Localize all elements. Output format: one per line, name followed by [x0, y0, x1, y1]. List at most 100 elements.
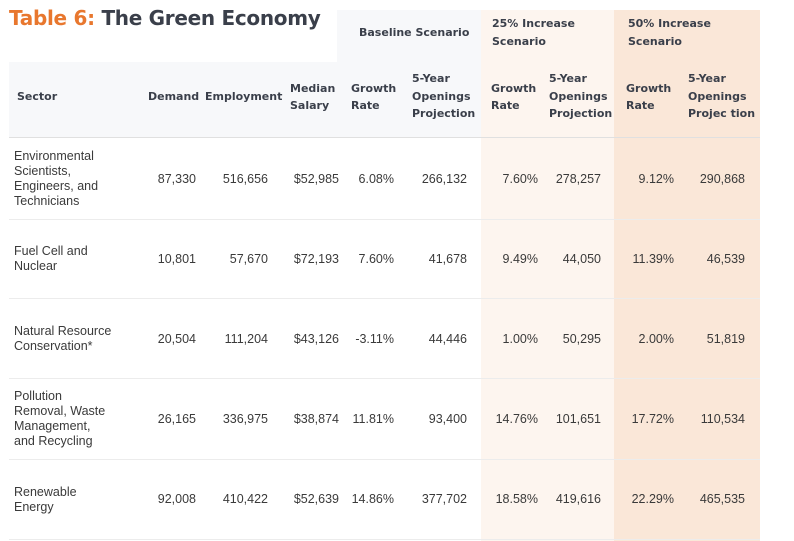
- row-divider: [9, 459, 760, 460]
- header-50-growth: Growth: [626, 82, 672, 95]
- cell-base-openings: 266,132: [421, 172, 467, 186]
- cell-25-openings: 101,651: [555, 412, 601, 426]
- cell-50-growth: 9.12%: [638, 172, 674, 186]
- sector-line: Technicians: [14, 194, 80, 208]
- sector-line: Fuel Cell and: [14, 244, 88, 258]
- cell-25-openings: 278,257: [555, 172, 601, 186]
- cell-25-growth: 7.60%: [502, 172, 538, 186]
- cell-demand: 10,801: [157, 252, 196, 266]
- cell-50-growth: 11.39%: [632, 252, 674, 266]
- header-50-openings: Openings: [688, 90, 747, 103]
- row-sector: Fuel Cell and Nuclear: [14, 244, 134, 274]
- header-base-openings: Openings: [412, 90, 471, 103]
- group-25-line1: 25% Increase: [492, 17, 575, 30]
- sector-line: Renewable: [14, 485, 77, 499]
- cell-50-openings: 290,868: [699, 172, 745, 186]
- sector-line: Nuclear: [14, 259, 58, 273]
- cell-base-growth: 14.86%: [351, 492, 394, 506]
- header-median: Median: [290, 82, 336, 95]
- cell-base-growth: 6.08%: [358, 172, 394, 186]
- sector-line: Scientists,: [14, 164, 71, 178]
- cell-50-openings: 51,819: [706, 332, 745, 346]
- sector-line: Pollution: [14, 389, 62, 403]
- increase-25-band: [481, 10, 615, 541]
- header-50-rate: Rate: [626, 99, 655, 112]
- header-50-5year: 5-Year: [688, 72, 726, 85]
- row-divider: [9, 378, 760, 379]
- baseline-group-band: [337, 10, 482, 62]
- cell-base-openings: 93,400: [428, 412, 467, 426]
- cell-base-growth: -3.11%: [355, 332, 394, 346]
- cell-50-openings: 110,534: [700, 412, 745, 426]
- group-50-line2: Scenario: [628, 35, 682, 48]
- cell-50-openings: 46,539: [706, 252, 745, 266]
- header-sector: Sector: [17, 90, 58, 103]
- sector-line: and Recycling: [14, 434, 93, 448]
- row-sector: Natural Resource Conservation*: [14, 324, 134, 354]
- cell-employment: 336,975: [222, 412, 268, 426]
- header-25-openings: Openings: [549, 90, 608, 103]
- sector-line: Conservation*: [14, 339, 93, 353]
- header-employment: Employment: [205, 90, 283, 103]
- cell-demand: 26,165: [157, 412, 196, 426]
- cell-50-growth: 17.72%: [631, 412, 674, 426]
- cell-base-openings: 41,678: [428, 252, 467, 266]
- header-base-rate: Rate: [351, 99, 380, 112]
- cell-25-openings: 44,050: [562, 252, 601, 266]
- header-salary: Salary: [290, 99, 330, 112]
- row-divider: [9, 539, 760, 540]
- cell-demand: 92,008: [157, 492, 196, 506]
- sector-line: Management,: [14, 419, 91, 433]
- table-title-text: The Green Economy: [101, 6, 321, 30]
- cell-base-openings: 377,702: [421, 492, 467, 506]
- header-divider: [9, 137, 760, 138]
- header-25-growth: Growth: [491, 82, 537, 95]
- row-sector: Environmental Scientists, Engineers, and…: [14, 149, 134, 209]
- cell-50-growth: 22.29%: [631, 492, 674, 506]
- header-50-projection: Projec tion: [688, 107, 756, 120]
- cell-25-growth: 9.49%: [502, 252, 538, 266]
- group-25-line2: Scenario: [492, 35, 546, 48]
- cell-25-growth: 14.76%: [495, 412, 538, 426]
- sector-line: Removal, Waste: [14, 404, 106, 418]
- cell-base-openings: 44,446: [428, 332, 467, 346]
- cell-50-growth: 2.00%: [638, 332, 674, 346]
- cell-salary: $72,193: [293, 252, 339, 266]
- cell-salary: $43,126: [293, 332, 339, 346]
- cell-25-growth: 1.00%: [502, 332, 538, 346]
- header-25-projection: Projection: [549, 107, 613, 120]
- cell-employment: 410,422: [222, 492, 268, 506]
- column-header-band: [9, 62, 481, 138]
- header-base-growth: Growth: [351, 82, 397, 95]
- sector-line: Engineers, and: [14, 179, 99, 193]
- cell-base-growth: 11.81%: [352, 412, 394, 426]
- cell-25-growth: 18.58%: [495, 492, 538, 506]
- header-base-projection: Projection: [412, 107, 476, 120]
- row-divider: [9, 298, 760, 299]
- cell-salary: $38,874: [293, 412, 339, 426]
- cell-demand: 20,504: [157, 332, 196, 346]
- sector-line: Natural Resource: [14, 324, 112, 338]
- header-demand: Demand: [148, 90, 200, 103]
- cell-25-openings: 50,295: [562, 332, 601, 346]
- group-50-line1: 50% Increase: [628, 17, 711, 30]
- sector-line: Environmental: [14, 149, 94, 163]
- cell-salary: $52,985: [293, 172, 339, 186]
- cell-employment: 516,656: [222, 172, 268, 186]
- table-title: Table 6: The Green Economy: [9, 6, 321, 30]
- row-sector: Pollution Removal, Waste Management, and…: [14, 389, 134, 449]
- group-baseline: Baseline Scenario: [359, 26, 470, 39]
- cell-employment: 57,670: [229, 252, 268, 266]
- increase-50-band: [614, 10, 760, 541]
- cell-50-openings: 465,535: [699, 492, 745, 506]
- row-divider: [9, 219, 760, 220]
- header-25-rate: Rate: [491, 99, 520, 112]
- cell-salary: $52,639: [293, 492, 339, 506]
- header-base-5year: 5-Year: [412, 72, 450, 85]
- row-sector: Renewable Energy: [14, 485, 134, 515]
- sector-line: Energy: [14, 500, 54, 514]
- cell-base-growth: 7.60%: [358, 252, 394, 266]
- cell-demand: 87,330: [157, 172, 196, 186]
- header-25-5year: 5-Year: [549, 72, 587, 85]
- table-number: Table 6:: [9, 6, 95, 30]
